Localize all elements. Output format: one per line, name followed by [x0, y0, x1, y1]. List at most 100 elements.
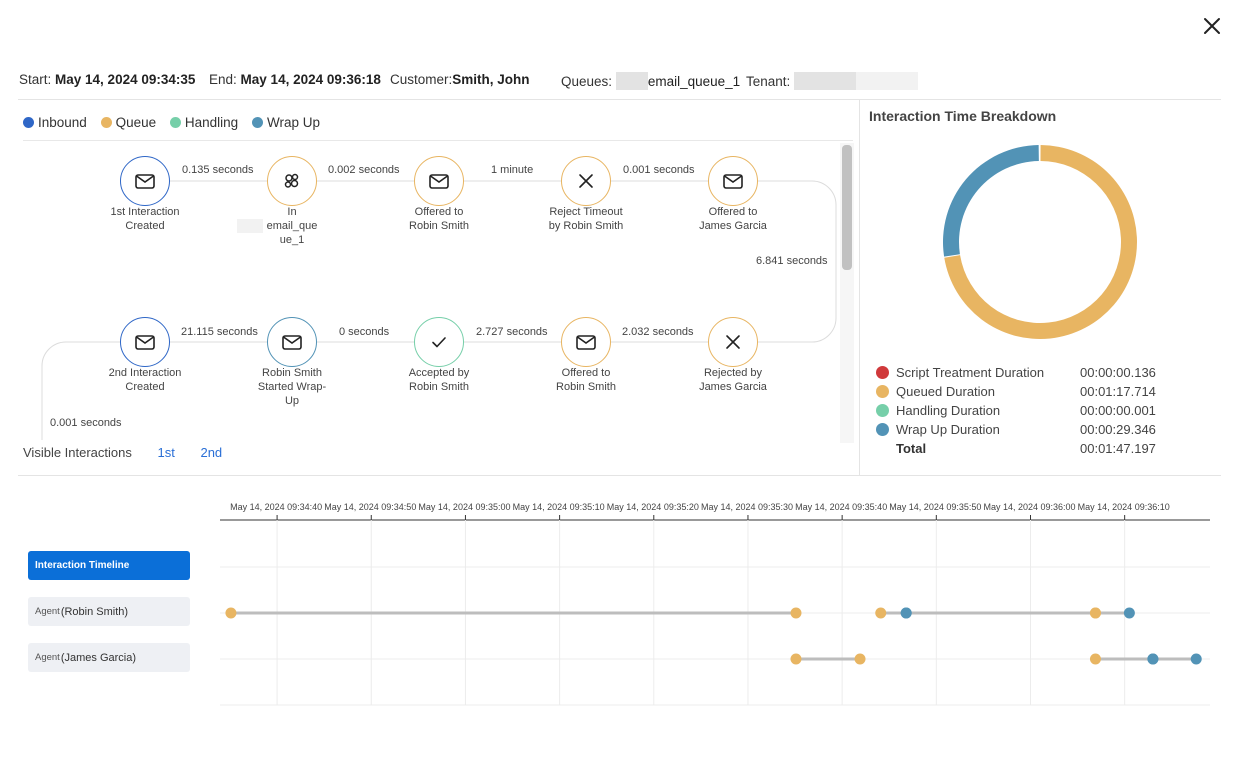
mail-icon: [135, 335, 155, 350]
timeline-event-dot[interactable]: [875, 607, 887, 619]
tenant: Tenant:: [746, 72, 919, 90]
flow-edge-duration: 2.032 seconds: [622, 326, 694, 338]
flow-node-label: Rejected by James Garcia: [699, 367, 767, 393]
flow-node[interactable]: [561, 156, 611, 206]
redacted-block: [794, 72, 857, 90]
interaction-link-1st[interactable]: 1st: [157, 445, 175, 460]
flow-node[interactable]: [708, 317, 758, 367]
flow-node-label: Offered to Robin Smith: [556, 367, 616, 393]
interaction-link-2nd[interactable]: 2nd: [200, 445, 223, 460]
timeline-event-dot[interactable]: [900, 607, 912, 619]
flow-node-label: 1st Interaction Created: [110, 206, 180, 232]
timeline-event-dot[interactable]: [1089, 653, 1101, 665]
timeline-chart: [220, 515, 1210, 706]
interaction-timeline: Interaction Timeline Agent (Robin Smith) …: [0, 476, 1237, 774]
breakdown-row-script-treatment: Script Treatment Duration 00:00:00.136: [876, 365, 1216, 384]
flow-scrollbar-thumb[interactable]: [842, 145, 852, 270]
breakdown-total-value: 00:01:47.197: [1080, 441, 1156, 456]
flow-connectors: [41, 180, 837, 440]
timeline-event-dot[interactable]: [1147, 653, 1159, 665]
customer: Customer:Smith, John: [390, 72, 530, 87]
breakdown-value: 00:00:00.136: [1080, 365, 1156, 380]
breakdown-title: Interaction Time Breakdown: [869, 108, 1057, 124]
flow-node[interactable]: [414, 317, 464, 367]
timeline-event-dot[interactable]: [1123, 607, 1135, 619]
breakdown-label: Script Treatment Duration: [896, 365, 1045, 380]
agent-row-james-garcia[interactable]: Agent (James Garcia): [28, 643, 190, 672]
divider: [18, 475, 1221, 476]
breakdown-list: Script Treatment Duration 00:00:00.136 Q…: [876, 365, 1216, 460]
check-icon: [432, 337, 446, 348]
agent-prefix: Agent: [35, 652, 60, 663]
breakdown-row-total: Total 00:01:47.197: [876, 441, 1216, 460]
flow-edge-duration: 0.002 seconds: [328, 164, 400, 176]
mail-icon: [576, 335, 596, 350]
timeline-event-dot[interactable]: [1190, 653, 1202, 665]
timeline-tick-label: May 14, 2024 09:34:40: [230, 502, 323, 512]
breakdown-value: 00:00:00.001: [1080, 403, 1156, 418]
timeline-event-dot[interactable]: [790, 653, 802, 665]
flow-node[interactable]: [267, 156, 317, 206]
timeline-event-dot[interactable]: [854, 653, 866, 665]
mail-icon: [723, 174, 743, 189]
x-icon: [726, 335, 740, 349]
timeline-event-dot[interactable]: [1089, 607, 1101, 619]
breakdown-total-label: Total: [896, 441, 927, 456]
timeline-tick-label: May 14, 2024 09:36:00: [983, 502, 1076, 512]
timeline-tick-label: May 14, 2024 09:35:10: [512, 502, 605, 512]
legend-dot: [169, 117, 181, 128]
timeline-tick-label: May 14, 2024 09:35:50: [889, 502, 982, 512]
mail-icon: [135, 174, 155, 189]
agent-prefix: Agent: [35, 606, 60, 617]
legend-item-handling: Handling: [169, 115, 238, 130]
end-time: End: May 14, 2024 09:36:18: [209, 72, 381, 87]
queues: Queues: email_queue_1: [561, 72, 741, 90]
start-time: Start: May 14, 2024 09:34:35: [19, 72, 196, 87]
flow-edge-duration: 2.727 seconds: [476, 326, 548, 338]
legend-item-wrap-up: Wrap Up: [251, 115, 320, 130]
breakdown-row-wrap-up: Wrap Up Duration 00:00:29.346: [876, 422, 1216, 441]
interaction-flow-diagram: 1st Interaction Created In email_que ue_1 Off…: [0, 0, 860, 475]
breakdown-dot: [876, 404, 889, 417]
legend-item-inbound: Inbound: [23, 115, 87, 130]
flow-node-label: Reject Timeout by Robin Smith: [548, 206, 624, 232]
breakdown-row-handling: Handling Duration 00:00:00.001: [876, 403, 1216, 422]
flow-edge-duration: 6.841 seconds: [756, 255, 828, 267]
flow-edge-duration: 0.001 seconds: [50, 417, 122, 429]
close-button[interactable]: [1200, 14, 1224, 38]
flow-node[interactable]: [414, 156, 464, 206]
timeline-tick-label: May 14, 2024 09:35:30: [700, 502, 794, 512]
flow-node-label: Offered to Robin Smith: [409, 206, 469, 232]
interaction-timeline-button[interactable]: Interaction Timeline: [28, 551, 190, 580]
divider: [18, 99, 1221, 100]
flow-node[interactable]: [561, 317, 611, 367]
timeline-event-dot[interactable]: [225, 607, 237, 619]
agent-row-robin-smith[interactable]: Agent (Robin Smith): [28, 597, 190, 626]
legend-item-queue: Queue: [100, 115, 156, 130]
breakdown-value: 00:01:17.714: [1080, 384, 1156, 399]
redacted-block: [856, 72, 919, 90]
flow-edge-duration: 1 minute: [491, 164, 534, 176]
mail-icon: [282, 335, 302, 350]
flow-node[interactable]: [267, 317, 317, 367]
timeline-tick-label: May 14, 2024 09:35:20: [606, 502, 699, 512]
flow-node[interactable]: [708, 156, 758, 206]
flow-node-label: 2nd Interaction Created: [108, 367, 182, 393]
queue-icon: [284, 173, 299, 188]
breakdown-label: Handling Duration: [896, 403, 1001, 418]
donut-slice[interactable]: [943, 145, 1039, 257]
timeline-tick-label: May 14, 2024 09:35:40: [795, 502, 888, 512]
visible-interactions-label: Visible Interactions: [23, 445, 132, 460]
timeline-tick-label: May 14, 2024 09:35:00: [418, 502, 511, 512]
flow-edge-duration: 0.001 seconds: [623, 164, 695, 176]
breakdown-row-queued: Queued Duration 00:01:17.714: [876, 384, 1216, 403]
divider: [23, 140, 853, 141]
flow-node[interactable]: [120, 156, 170, 206]
agent-name: (Robin Smith): [60, 605, 129, 618]
timeline-event-dot[interactable]: [790, 607, 802, 619]
legend-dot: [23, 117, 34, 128]
mail-icon: [429, 174, 449, 189]
flow-node[interactable]: [120, 317, 170, 367]
breakdown-dot: [876, 385, 889, 398]
breakdown-value: 00:00:29.346: [1080, 422, 1156, 437]
